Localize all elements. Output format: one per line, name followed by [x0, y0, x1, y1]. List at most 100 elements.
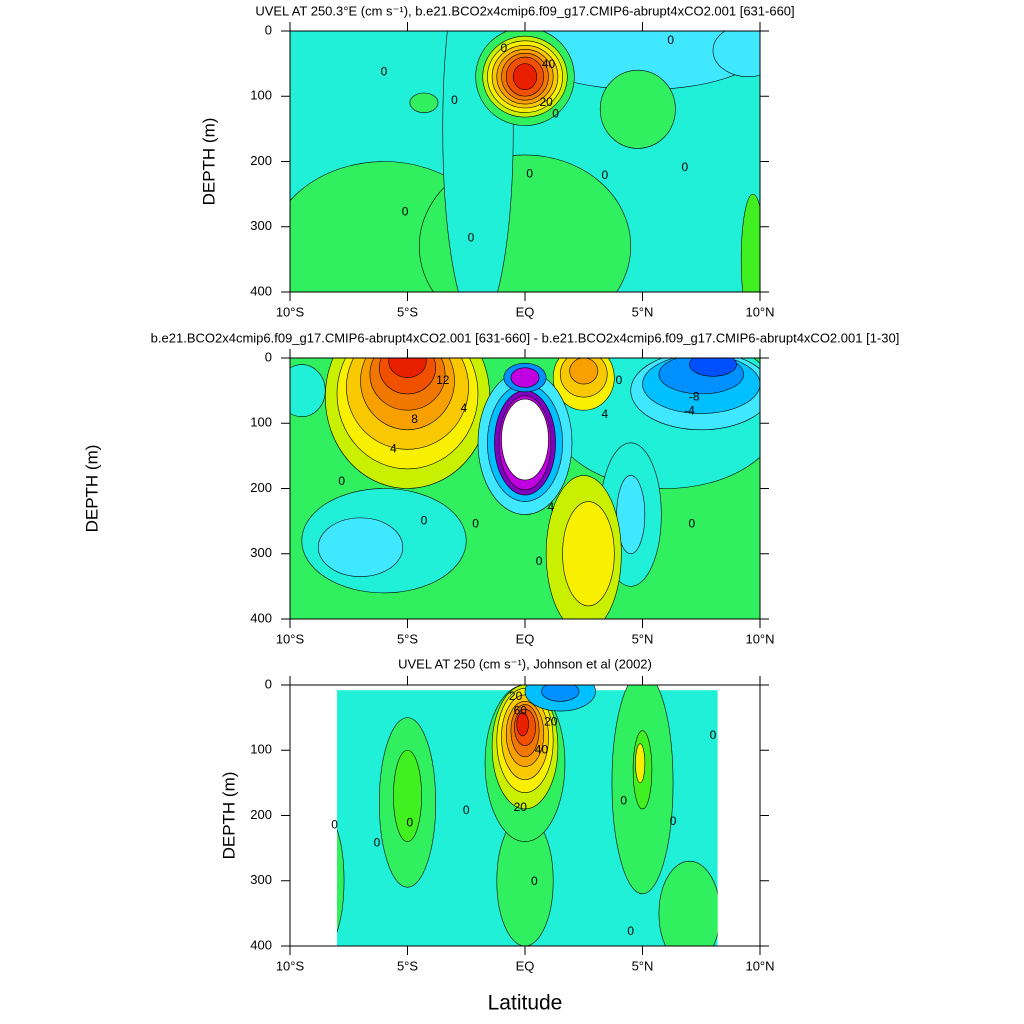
y-tick-label: 0	[265, 349, 272, 364]
contour-label: 0	[331, 817, 338, 831]
contour-label: 0	[536, 554, 543, 568]
y-tick-label: 100	[250, 415, 272, 430]
x-tick-label: EQ	[516, 304, 535, 319]
contour-label: 0	[531, 874, 538, 888]
contour-label: 0	[552, 107, 559, 121]
contour-region	[501, 398, 549, 481]
contour-label: 20	[514, 800, 528, 814]
y-tick-label: 200	[250, 480, 272, 495]
contour-label: 0	[620, 793, 627, 807]
y-tick-label: 100	[250, 88, 272, 103]
contour-region	[712, 31, 760, 77]
contour-region	[388, 358, 427, 378]
contour-region	[516, 712, 529, 737]
x-tick-label: 10°S	[276, 958, 305, 973]
contour-region	[290, 364, 326, 418]
contour-region	[599, 69, 676, 149]
contour-label: 20	[544, 714, 558, 728]
y-tick-label: 300	[250, 872, 272, 887]
contour-label: 20	[539, 95, 553, 109]
contour-label: 40	[535, 742, 549, 756]
y-tick-label: 0	[265, 676, 272, 691]
contour-label: -4	[684, 404, 695, 418]
contour-label: 4	[390, 442, 397, 456]
x-tick-label: 5°S	[397, 631, 418, 646]
x-tick-label: 10°N	[745, 631, 774, 646]
contour-label: 0	[472, 517, 479, 531]
y-tick-label: 400	[250, 283, 272, 298]
contour-label: 0	[468, 231, 475, 245]
y-axis-label: DEPTH (m)	[199, 118, 218, 206]
contour-region	[317, 517, 404, 577]
contour-label: 4	[548, 500, 555, 514]
contour-field	[290, 685, 760, 946]
contour-label: 0	[451, 93, 458, 107]
y-tick-label: 200	[250, 153, 272, 168]
y-tick-label: 200	[250, 807, 272, 822]
contour-label: 0	[667, 33, 674, 47]
x-tick-label: 5°N	[632, 304, 654, 319]
y-axis-label: DEPTH (m)	[82, 445, 101, 533]
contour-region	[658, 860, 721, 946]
panel-title: UVEL AT 250.3°E (cm s⁻¹), b.e21.BCO2x4cm…	[255, 3, 794, 18]
contour-label: 4	[602, 407, 609, 421]
contour-label: 12	[436, 373, 450, 387]
x-tick-label: 5°N	[632, 958, 654, 973]
contour-region	[409, 92, 439, 113]
blank	[717, 685, 760, 946]
contour-label: 8	[411, 412, 418, 426]
x-tick-label: 10°N	[745, 958, 774, 973]
contour-label: 0	[689, 517, 696, 531]
x-tick-label: 5°N	[632, 631, 654, 646]
contour-field	[290, 358, 760, 619]
contour-label: 0	[463, 803, 470, 817]
contour-label: 20	[509, 689, 523, 703]
contour-region	[541, 685, 580, 702]
x-tick-label: 5°S	[397, 304, 418, 319]
contour-label: 40	[542, 57, 556, 71]
x-tick-label: 5°S	[397, 958, 418, 973]
contour-region	[393, 749, 422, 842]
contour-label: 0	[710, 728, 717, 742]
y-tick-label: 300	[250, 218, 272, 233]
blank	[290, 685, 337, 946]
contour-field	[290, 31, 760, 292]
x-tick-label: EQ	[516, 958, 535, 973]
contour-label: 0	[407, 816, 414, 830]
contour-label: 60	[514, 703, 528, 717]
panel-title: b.e21.BCO2x4cmip6.f09_g17.CMIP6-abrupt4x…	[151, 330, 900, 345]
contour-label: 0	[501, 41, 508, 55]
contour-label: 0	[421, 513, 428, 527]
y-tick-label: 100	[250, 742, 272, 757]
y-tick-label: 400	[250, 610, 272, 625]
panel-title: UVEL AT 250 (cm s⁻¹), Johnson et al (200…	[398, 656, 652, 671]
contour-label: 0	[381, 64, 388, 78]
contour-region	[562, 501, 615, 607]
contour-label: 0	[681, 160, 688, 174]
contour-label: 0	[670, 814, 677, 828]
y-axis-label: DEPTH (m)	[219, 772, 238, 860]
contour-region	[510, 367, 540, 388]
x-tick-label: 10°S	[276, 631, 305, 646]
y-tick-label: 400	[250, 937, 272, 952]
x-axis-label: Latitude	[488, 992, 563, 1015]
contour-label: 0	[526, 167, 533, 181]
x-tick-label: EQ	[516, 631, 535, 646]
contour-region	[635, 743, 646, 784]
contour-region	[569, 358, 599, 385]
x-tick-label: 10°N	[745, 304, 774, 319]
contour-region	[689, 358, 737, 377]
y-tick-label: 0	[265, 22, 272, 37]
contour-label: 0	[402, 205, 409, 219]
contour-label: -8	[689, 389, 700, 403]
x-tick-label: 10°S	[276, 304, 305, 319]
contour-label: 0	[338, 474, 345, 488]
y-tick-label: 300	[250, 545, 272, 560]
contour-region	[740, 193, 760, 292]
contour-label: 4	[461, 401, 468, 415]
contour-region	[512, 63, 538, 91]
contour-label: 0	[616, 373, 623, 387]
contour-label: 0	[374, 836, 381, 850]
contour-label: 0	[602, 168, 609, 182]
